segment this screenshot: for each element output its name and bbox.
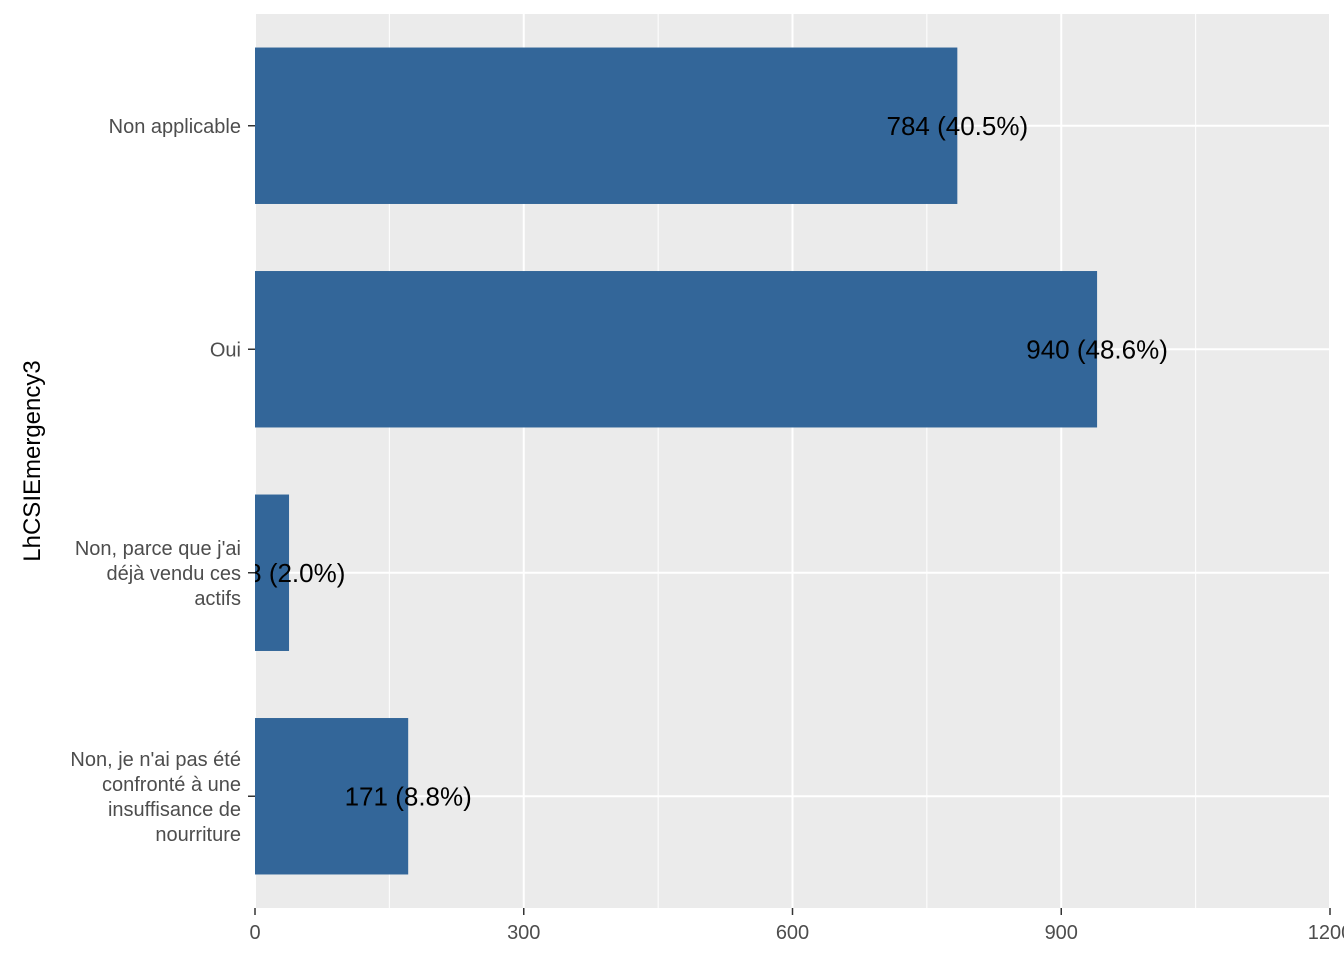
x-tick-label: 600 [776,922,809,944]
y-axis-title: LhCSIEmergency3 [19,360,46,561]
category-label: Oui [210,339,241,361]
x-tick-label: 1200 [1308,922,1344,944]
x-tick-label: 300 [507,922,540,944]
bar [255,718,409,875]
axes: 0 300 600 900 1200 Non applicable Oui Non, parc… [70,116,1344,944]
data-label: 171 (8.8%) [345,781,472,811]
data-label: 940 (48.6%) [1026,334,1168,364]
x-tick-label: 0 [249,922,260,944]
bars [255,47,1098,875]
bar [255,494,290,651]
data-labels: 784 (40.5%) 940 (48.6%) 38 (2.0%) 171 (8.8%… [233,111,1168,812]
data-label: 784 (40.5%) [887,111,1029,141]
bar [255,271,1098,428]
x-tick-label: 900 [1045,922,1078,944]
category-label: Non, parce que j'ai déjà vendu ces actifs [75,538,241,610]
category-label: Non applicable [109,116,241,138]
bar [255,47,958,204]
data-label: 38 (2.0%) [233,558,346,588]
category-label: Non, je n'ai pas été confronté à une insuf… [70,749,241,846]
